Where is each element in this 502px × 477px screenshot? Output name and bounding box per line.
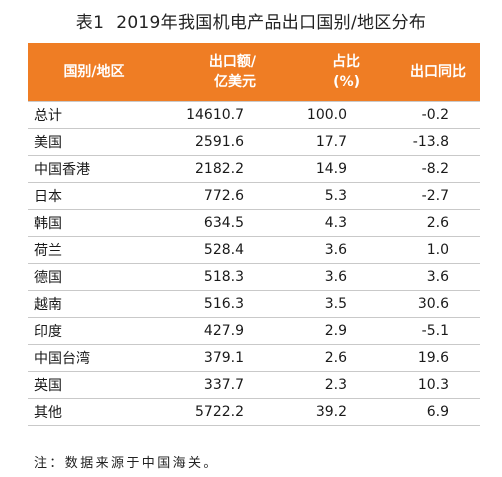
share-value: 17.7 (264, 128, 368, 156)
table-header: 国别/地区 出口额/亿美元 占比 (%) 出口同比 (28, 43, 480, 102)
table-row: 荷兰 528.4 3.6 1.0 (28, 236, 480, 264)
region-name: 中国香港 (28, 155, 160, 183)
export-value: 5722.2 (160, 398, 264, 426)
yoy-value: -2.7 (368, 182, 480, 210)
yoy-value: -13.8 (368, 128, 480, 156)
export-value: 518.3 (160, 263, 264, 291)
region-name: 其他 (28, 398, 160, 426)
export-value: 634.5 (160, 209, 264, 237)
yoy-value: 19.6 (368, 344, 480, 372)
share-value: 4.3 (264, 209, 368, 237)
header-share: 占比 (%) (264, 43, 368, 102)
table-caption: 表1 2019年我国机电产品出口国别/地区分布 (0, 8, 502, 33)
table-row: 中国台湾 379.1 2.6 19.6 (28, 344, 480, 372)
table-row: 总计 14610.7 100.0 -0.2 (28, 101, 480, 129)
table-row: 英国 337.7 2.3 10.3 (28, 371, 480, 399)
table-row: 日本 772.6 5.3 -2.7 (28, 182, 480, 210)
share-value: 5.3 (264, 182, 368, 210)
header-export-value: 出口额/亿美元 (160, 43, 264, 102)
table-row: 其他 5722.2 39.2 6.9 (28, 398, 480, 426)
export-value: 14610.7 (160, 101, 264, 129)
yoy-value: 1.0 (368, 236, 480, 264)
export-value: 427.9 (160, 317, 264, 345)
region-name: 荷兰 (28, 236, 160, 264)
share-value: 2.3 (264, 371, 368, 399)
region-name: 英国 (28, 371, 160, 399)
yoy-value: -5.1 (368, 317, 480, 345)
share-value: 3.6 (264, 236, 368, 264)
share-value: 39.2 (264, 398, 368, 426)
region-name: 越南 (28, 290, 160, 318)
table-row: 德国 518.3 3.6 3.6 (28, 263, 480, 291)
yoy-value: 30.6 (368, 290, 480, 318)
region-name: 日本 (28, 182, 160, 210)
table-row: 美国 2591.6 17.7 -13.8 (28, 128, 480, 156)
yoy-value: 3.6 (368, 263, 480, 291)
export-distribution-table: 国别/地区 出口额/亿美元 占比 (%) 出口同比 总计 14610.7 100.… (28, 43, 480, 426)
export-value: 528.4 (160, 236, 264, 264)
share-value: 14.9 (264, 155, 368, 183)
region-name: 总计 (28, 101, 160, 129)
export-value: 2591.6 (160, 128, 264, 156)
table-row: 中国香港 2182.2 14.9 -8.2 (28, 155, 480, 183)
region-name: 中国台湾 (28, 344, 160, 372)
yoy-value: -0.2 (368, 101, 480, 129)
table-row: 印度 427.9 2.9 -5.1 (28, 317, 480, 345)
yoy-value: -8.2 (368, 155, 480, 183)
share-value: 100.0 (264, 101, 368, 129)
share-value: 3.5 (264, 290, 368, 318)
export-value: 379.1 (160, 344, 264, 372)
export-value: 2182.2 (160, 155, 264, 183)
yoy-value: 6.9 (368, 398, 480, 426)
table-number: 表1 (75, 13, 105, 33)
region-name: 韩国 (28, 209, 160, 237)
table-title: 2019年我国机电产品出口国别/地区分布 (116, 13, 427, 33)
table-body: 总计 14610.7 100.0 -0.2 美国 2591.6 17.7 -13… (28, 101, 480, 426)
region-name: 美国 (28, 128, 160, 156)
region-name: 印度 (28, 317, 160, 345)
header-region: 国别/地区 (28, 43, 160, 102)
export-value: 772.6 (160, 182, 264, 210)
region-name: 德国 (28, 263, 160, 291)
export-value: 337.7 (160, 371, 264, 399)
export-value: 516.3 (160, 290, 264, 318)
source-note: 注：数据来源于中国海关。 (34, 456, 219, 471)
table-row: 越南 516.3 3.5 30.6 (28, 290, 480, 318)
yoy-value: 10.3 (368, 371, 480, 399)
table-row: 韩国 634.5 4.3 2.6 (28, 209, 480, 237)
share-value: 2.6 (264, 344, 368, 372)
share-value: 2.9 (264, 317, 368, 345)
share-value: 3.6 (264, 263, 368, 291)
header-row: 国别/地区 出口额/亿美元 占比 (%) 出口同比 (28, 43, 480, 102)
yoy-value: 2.6 (368, 209, 480, 237)
header-yoy: 出口同比 (368, 43, 480, 102)
